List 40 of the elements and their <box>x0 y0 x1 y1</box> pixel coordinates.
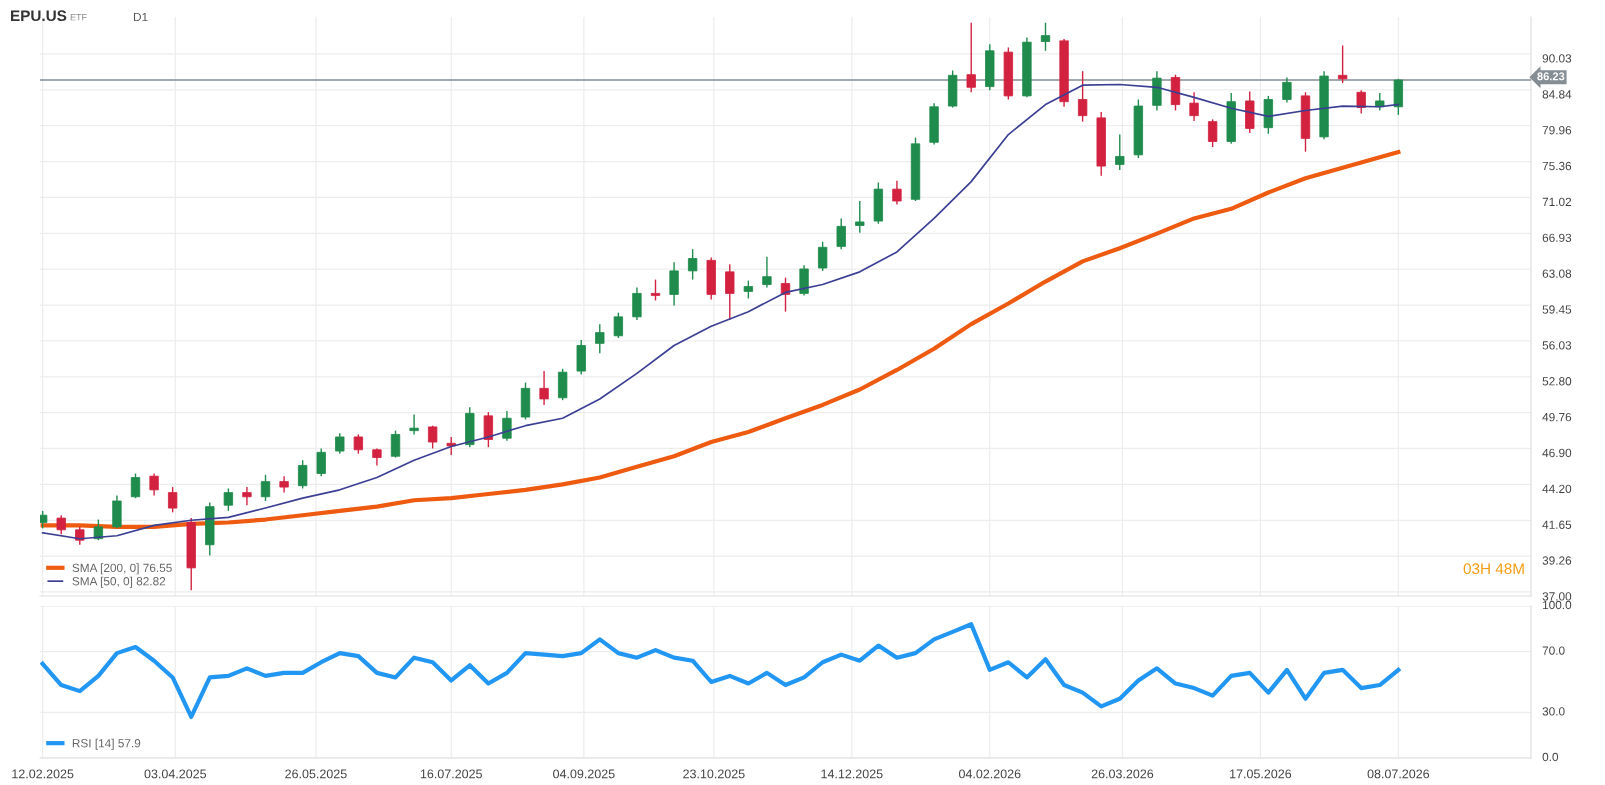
y-tick-label: 66.93 <box>1542 233 1572 242</box>
x-tick-label: 08.07.2026 <box>1367 769 1430 779</box>
legend-label: SMA [200, 0] 76.55 <box>72 563 172 575</box>
x-tick-label: 26.05.2025 <box>285 769 347 779</box>
y-tick-label: 79.96 <box>1542 126 1572 135</box>
y-tick-label: 75.36 <box>1542 161 1572 171</box>
y-tick-label: 59.45 <box>1542 305 1572 314</box>
y-tick-label: 70.0 <box>1542 646 1565 655</box>
line-series <box>40 622 1401 720</box>
annotation: 03H 48M <box>1463 563 1524 575</box>
legend-label: RSI [14] 57.9 <box>72 738 141 750</box>
y-tick-label: 52.80 <box>1542 377 1572 386</box>
y-tick-label: 37.00 <box>1542 592 1572 601</box>
y-tick-label: 49.76 <box>1542 412 1572 422</box>
chart-title: EPU.US <box>11 10 67 22</box>
ref-line-label: 86.23 <box>1537 72 1565 81</box>
annotation: ETF <box>70 14 87 21</box>
y-tick-label: 71.02 <box>1542 197 1572 207</box>
y-tick-label: 84.84 <box>1542 90 1572 99</box>
y-tick-label: 56.03 <box>1542 341 1572 350</box>
x-tick-label: 14.12.2025 <box>821 769 883 779</box>
x-tick-label: 12.02.2025 <box>12 769 74 779</box>
x-tick-label: 23.10.2025 <box>683 769 745 779</box>
legend-label: SMA [50, 0] 82.82 <box>72 576 166 588</box>
y-tick-label: 44.20 <box>1542 484 1572 493</box>
y-tick-label: 0.0 <box>1542 752 1559 762</box>
y-tick-label: 63.08 <box>1542 269 1572 278</box>
x-tick-label: 03.04.2025 <box>144 769 207 779</box>
x-tick-label: 04.09.2025 <box>553 769 615 779</box>
x-tick-label: 26.03.2026 <box>1091 769 1154 779</box>
x-tick-label: 04.02.2026 <box>958 769 1021 779</box>
y-tick-label: 39.26 <box>1542 556 1572 565</box>
x-tick-label: 17.05.2026 <box>1230 769 1292 779</box>
y-tick-label: 46.90 <box>1542 448 1572 458</box>
y-tick-label: 41.65 <box>1542 520 1572 529</box>
x-tick-label: 16.07.2025 <box>420 769 482 779</box>
y-tick-label: 30.0 <box>1542 707 1565 716</box>
y-tick-label: 90.03 <box>1542 54 1572 63</box>
y-tick-label: 100.0 <box>1543 600 1572 610</box>
annotation: D1 <box>133 12 148 22</box>
